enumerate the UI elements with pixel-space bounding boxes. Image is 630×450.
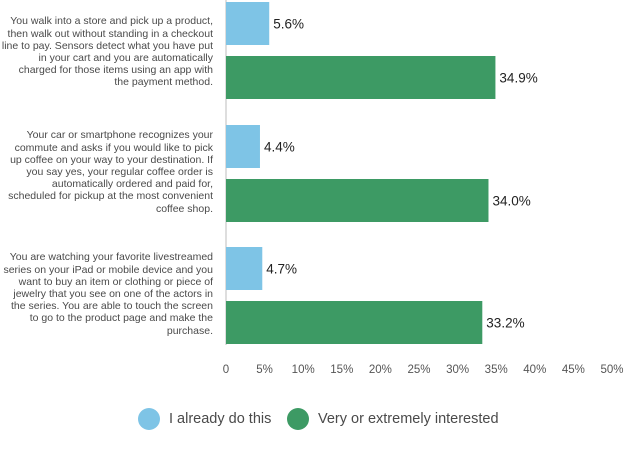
data-label-already-2: 4.4% [264, 140, 295, 155]
x-tick-label: 10% [292, 364, 315, 376]
legend-label-already: I already do this [169, 411, 272, 427]
bar-already-2 [226, 125, 260, 168]
category-label-line: in your cart and you are automatically [38, 52, 213, 64]
legend-label-interested: Very or extremely interested [318, 411, 499, 427]
category-label-line: up coffee on your way to your destinatio… [10, 153, 213, 166]
bar-interested-1 [226, 56, 496, 99]
category-label-line: automatically ordered and paid for, [51, 178, 213, 191]
legend-item-already: I already do this [138, 408, 271, 430]
category-label-1: You walk into a store and pick up a prod… [0, 15, 213, 88]
x-tick-label: 5% [256, 364, 273, 376]
bar-already-1 [226, 2, 270, 45]
data-label-interested-3: 33.2% [486, 316, 524, 331]
bar-interested-2 [226, 179, 489, 222]
category-label-line: scheduled for pickup at the most conveni… [8, 190, 213, 203]
x-tick-label: 35% [485, 364, 508, 376]
x-tick-label: 40% [523, 364, 546, 376]
bar-already-3 [226, 247, 263, 290]
category-label-line: coffee shop. [155, 202, 213, 215]
legend-item-interested: Very or extremely interested [287, 408, 499, 430]
x-tick-label: 50% [600, 364, 623, 376]
category-label-line: the series. You are able to touch the sc… [11, 300, 213, 313]
data-label-already-1: 5.6% [273, 17, 304, 32]
category-label-line: want to buy an item or clothing or piece… [18, 275, 213, 288]
category-label-line: you say yes, your regular coffee order i… [26, 165, 213, 178]
category-label-line: to go to the product page and make the [29, 312, 213, 325]
data-label-interested-2: 34.0% [492, 194, 530, 209]
x-tick-label: 20% [369, 364, 392, 376]
category-label-line: the payment method. [114, 76, 213, 89]
category-label-line: purchase. [166, 324, 213, 337]
category-label-line: You are watching your favorite livestrea… [9, 251, 213, 264]
category-label-2: Your car or smartphone recognizes your co… [0, 129, 213, 214]
category-label-line: You walk into a store and pick up a prod… [10, 15, 213, 28]
category-label-line: Your car or smartphone recognizes your [26, 129, 213, 142]
bar-interested-3 [226, 301, 483, 344]
data-label-interested-1: 34.9% [499, 71, 537, 86]
category-label-line: commute and asks if you would like to pi… [14, 141, 213, 154]
x-tick-label: 30% [446, 364, 469, 376]
category-label-line: jewelry that you see on one of the actor… [13, 287, 213, 300]
x-tick-label: 45% [562, 364, 585, 376]
category-label-3: You are watching your favorite livestrea… [0, 251, 213, 336]
data-label-already-3: 4.7% [266, 262, 297, 277]
category-label-line: line to pay. Sensors detect what you hav… [1, 39, 213, 52]
category-label-line: series on your iPad or mobile device and… [3, 263, 213, 276]
category-label-line: then walk out without standing in a chec… [7, 27, 213, 40]
x-tick-label: 15% [330, 364, 353, 376]
legend-swatch-interested [287, 408, 309, 430]
x-tick-label: 25% [407, 364, 430, 376]
category-label-line: charged for those items using an app wit… [18, 64, 213, 77]
legend-swatch-already [138, 408, 160, 430]
x-tick-label: 0 [223, 364, 229, 376]
